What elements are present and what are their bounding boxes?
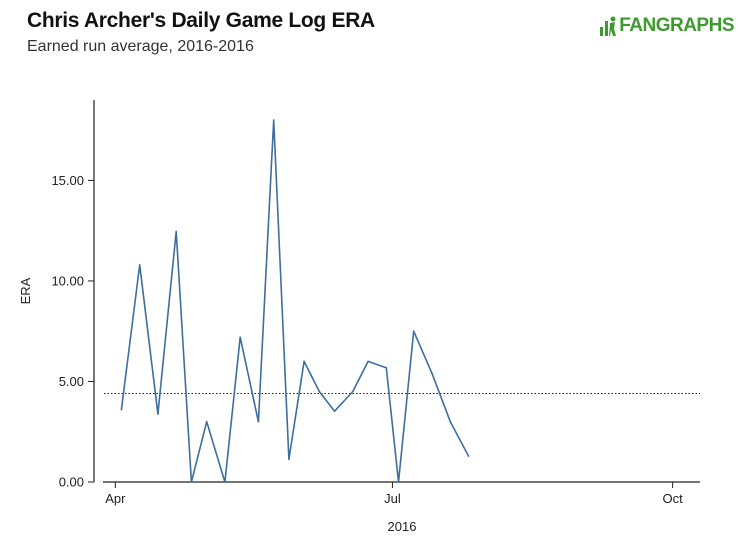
era-data-point [318,390,321,393]
x-axis-label: 2016 [388,519,417,534]
era-data-point [412,330,415,333]
era-data-point [397,481,400,483]
era-data-point [385,367,388,369]
x-tick-label: Oct [662,491,683,506]
y-tick-label: 5.00 [59,374,84,389]
chart-axes: 0.00 5.00 10.00 15.00 Apr Jul Oct ERA 2016 [18,100,700,534]
era-data-points [120,119,470,483]
era-data-point [449,420,452,423]
era-data-point [138,264,141,266]
y-axis-label: ERA [18,277,33,304]
era-data-point [175,230,178,233]
era-data-point [205,420,208,423]
era-series-line [120,119,470,483]
logo-text: FANGRAPHS [619,15,734,36]
era-data-point [224,481,226,483]
fangraphs-logo[interactable]: FANGRAPHS [599,14,734,38]
chart-header: Chris Archer's Daily Game Log ERA Earned… [27,8,567,58]
y-tick-label: 10.00 [51,273,84,288]
fangraphs-logo-icon [600,16,617,36]
era-data-point [190,481,193,483]
era-data-point [157,413,159,415]
y-tick-label: 0.00 [59,475,84,490]
era-data-point [352,390,354,393]
era-data-point [431,372,433,375]
era-data-point [288,458,290,461]
y-ticks: 0.00 5.00 10.00 15.00 [51,173,94,490]
era-data-point [467,455,470,457]
x-tick-label: Jul [384,491,401,506]
era-data-point [367,360,369,363]
era-data-point [272,119,275,121]
era-data-point [333,410,336,413]
y-tick-label: 15.00 [51,173,84,188]
chart-subtitle: Earned run average, 2016-2016 [27,38,254,55]
x-tick-label: Apr [105,491,126,506]
x-ticks: Apr Jul Oct [105,482,683,506]
era-data-point [120,408,123,411]
era-data-point [239,336,241,339]
era-data-point [303,360,305,363]
era-data-point [257,420,260,423]
chart-title: Chris Archer's Daily Game Log ERA [27,9,375,32]
